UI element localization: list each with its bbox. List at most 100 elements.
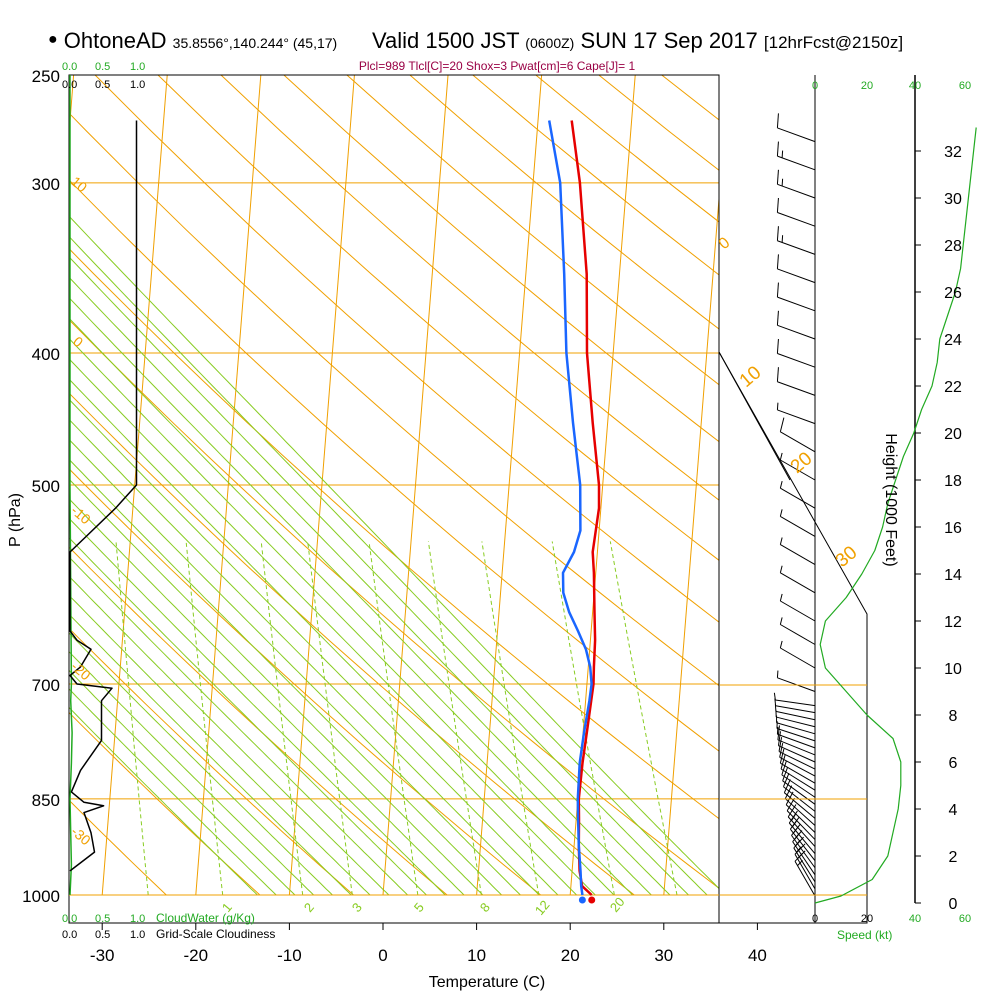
wind-barb-flag	[776, 254, 779, 269]
speed-top-tick: 0	[812, 80, 818, 92]
cloud-water-top-tick: 1.0	[130, 61, 145, 73]
wind-barb-staff	[786, 810, 816, 840]
temperature-line	[570, 120, 601, 896]
x-tick-label: 0	[378, 946, 387, 965]
wind-barb	[776, 726, 816, 749]
wind-barb-flag	[776, 141, 779, 157]
moist-adiabat-line	[69, 358, 596, 895]
dry-adiabat-line	[69, 112, 719, 687]
wind-barb-flag	[776, 282, 779, 298]
y-tick-label: 500	[32, 477, 60, 496]
height-tick-label: 32	[944, 144, 962, 161]
wind-barb-half	[776, 726, 779, 735]
dry-adiabat-line	[220, 75, 719, 501]
wind-barb-flag	[779, 748, 785, 764]
height-tick-label: 28	[944, 238, 962, 255]
moist-adiabat-line	[69, 478, 484, 895]
wind-barb	[779, 640, 816, 669]
wind-barb	[779, 452, 816, 481]
wind-barb-staff	[784, 798, 816, 826]
wind-barb-flag	[777, 731, 781, 746]
height-tick-label: 18	[944, 473, 962, 490]
wind-barb	[776, 402, 816, 425]
wind-barb-staff	[777, 353, 816, 368]
wind-barb-staff	[777, 381, 816, 396]
wind-barb	[776, 197, 816, 227]
moist-adiabat-line	[69, 650, 315, 895]
wind-barb-flag	[778, 737, 783, 752]
moist-adiabat-line	[69, 215, 719, 890]
moist-adiabat-line	[69, 256, 690, 895]
wind-barb-staff	[777, 155, 816, 171]
moist-adiabat-line	[69, 418, 540, 895]
moist-adiabat-line	[69, 575, 390, 895]
wind-barb-staff	[779, 756, 816, 777]
wind-barb	[776, 310, 816, 340]
wind-barb-staff	[780, 572, 816, 594]
wind-barb	[780, 754, 816, 791]
wind-barb-half	[776, 670, 779, 678]
y-tick-label: 850	[32, 791, 60, 810]
cloud-water-bottom-tick: 0.0	[62, 913, 77, 925]
height-tick-label: 30	[944, 191, 962, 208]
dry-adiabat-line	[157, 75, 719, 561]
cloudiness-top-tick: 1.0	[130, 79, 145, 91]
wind-barb	[778, 737, 816, 770]
moist-adiabat-line	[69, 594, 371, 895]
dry-adiabat-line	[69, 799, 168, 895]
height-tick-label: 0	[949, 896, 958, 913]
wind-barb-staff	[778, 751, 816, 770]
moist-adiabat-label: 30	[832, 542, 862, 572]
dry-adiabat-label: 10	[68, 173, 90, 195]
height-tick-label: 2	[949, 849, 958, 866]
mixing-ratio-label: 2	[301, 900, 317, 915]
moist-adiabat-line	[69, 669, 296, 895]
wind-barb-staff	[793, 847, 816, 883]
wind-barb-staff	[794, 861, 816, 895]
wind-barb-staff	[784, 792, 816, 819]
isotherm-line	[663, 192, 719, 895]
wind-barb	[779, 565, 816, 594]
wind-barb-flag	[777, 725, 780, 741]
y-tick-label: 400	[32, 345, 60, 364]
height-tick-label: 20	[944, 426, 962, 443]
speed-top-tick: 60	[959, 80, 971, 92]
dry-adiabat-line	[346, 75, 719, 386]
wind-barb-staff	[780, 515, 816, 537]
dry-adiabat-label: -30	[68, 823, 94, 848]
wind-barb-staff	[794, 854, 816, 890]
height-tick-label: 22	[944, 379, 962, 396]
wind-barb-staff	[791, 835, 816, 869]
speed-top-tick: 20	[861, 80, 873, 92]
mixing-ratio-line	[609, 541, 678, 895]
valid-date: SUN 17 Sep 2017	[580, 28, 758, 53]
wind-barb-flag	[784, 785, 793, 799]
wind-barb	[784, 785, 816, 826]
moist-adiabat-line	[69, 296, 652, 895]
y-tick-label: 250	[32, 67, 60, 86]
wind-barb-flag	[776, 338, 779, 354]
wind-barb-staff	[778, 745, 816, 763]
dry-adiabat-line	[535, 75, 719, 223]
dry-adiabat-line	[69, 392, 636, 895]
isotherm-line	[757, 75, 822, 895]
isotherm-line	[101, 75, 168, 895]
wind-barb-staff	[780, 431, 816, 453]
mixing-ratio-line	[551, 541, 615, 895]
wind-barb-flag	[780, 754, 786, 770]
height-tick-label: 16	[944, 520, 962, 537]
mixing-ratio-line	[427, 541, 482, 895]
cloudiness-line	[69, 120, 138, 872]
height-tick-label: 10	[944, 661, 962, 678]
valid-prefix: Valid 1500 JST	[372, 28, 520, 53]
wind-barb-staff	[780, 647, 816, 669]
wind-barb-staff	[780, 768, 816, 791]
wind-barb	[773, 692, 816, 707]
wind-barb-flag	[779, 742, 784, 758]
y-axis-label: P (hPa)	[7, 493, 24, 547]
wind-barb	[776, 169, 816, 199]
speed-bottom-tick: 20	[861, 913, 873, 925]
dry-adiabat-line	[977, 75, 1000, 924]
x-tick-label: 30	[654, 946, 673, 965]
